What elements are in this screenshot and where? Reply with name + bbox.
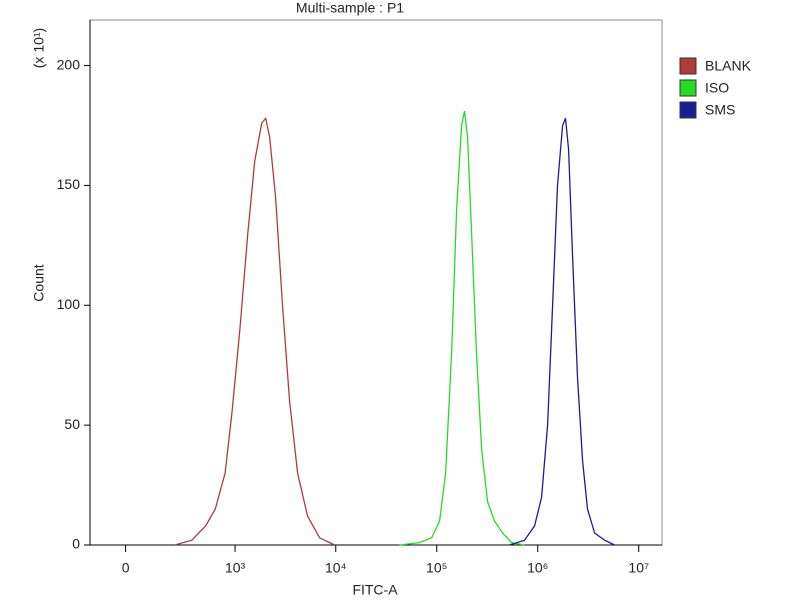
x-axis-label: FITC-A [352, 582, 398, 598]
x-tick-label: 10⁵ [426, 560, 447, 576]
y-axis-label: Count [31, 264, 47, 301]
y-tick-label: 100 [57, 296, 81, 312]
histogram-line [509, 118, 615, 546]
plot-frame [89, 19, 663, 546]
x-tick-label: 0 [122, 560, 130, 576]
x-tick-label: 10⁷ [628, 560, 649, 576]
y-tick-label: 200 [57, 56, 81, 72]
y-tick-label: 50 [64, 416, 80, 432]
y-tick-label: 150 [57, 176, 81, 192]
y-multiplier: (x 10¹) [31, 28, 47, 68]
legend-label: SMS [705, 102, 735, 118]
legend-swatch [679, 101, 697, 119]
x-tick-label: 10⁴ [325, 560, 347, 576]
y-tick-label: 0 [72, 536, 80, 552]
histogram-line [174, 116, 335, 546]
x-tick-label: 10⁶ [527, 560, 548, 576]
chart-title: Multi-sample : P1 [296, 0, 404, 16]
x-tick-label: 10³ [225, 560, 246, 576]
legend-swatch [679, 57, 697, 75]
legend-label: BLANK [705, 58, 752, 74]
histogram-line [399, 110, 525, 546]
legend-swatch [679, 79, 697, 97]
legend-label: ISO [705, 80, 729, 96]
